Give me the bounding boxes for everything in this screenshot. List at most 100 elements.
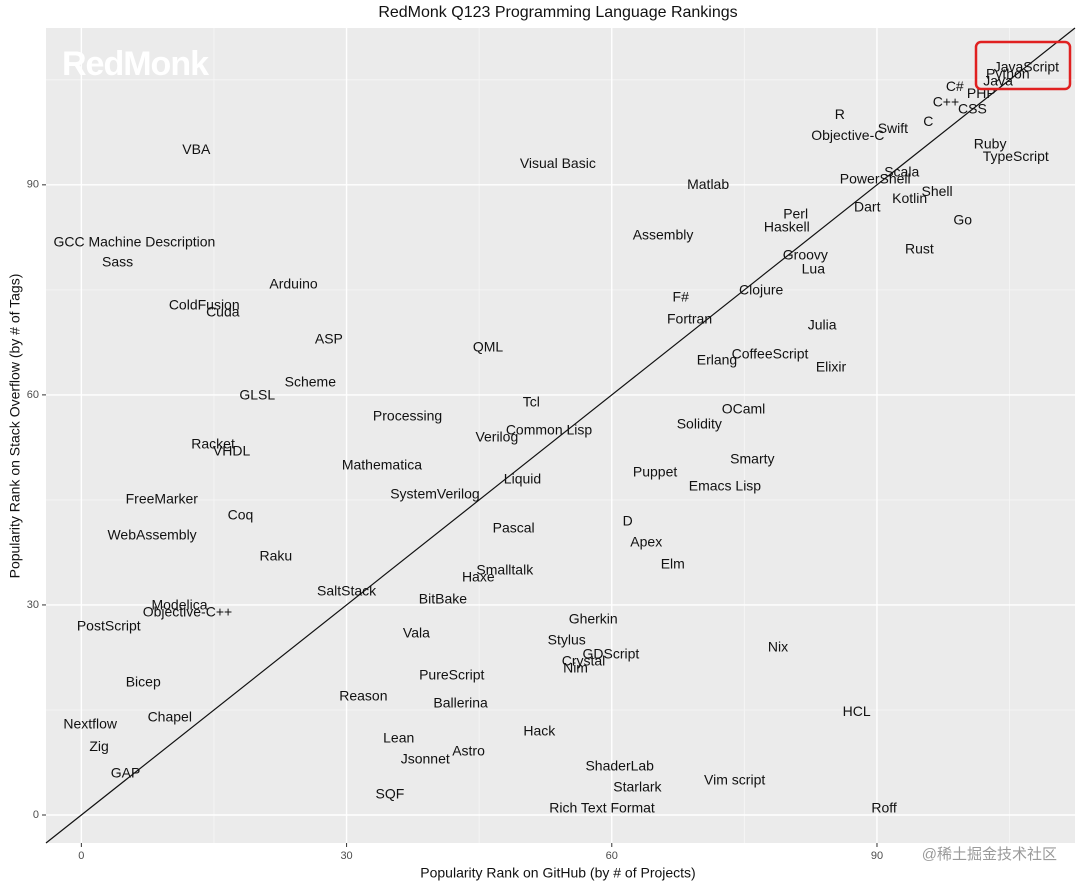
highlight-box [974, 40, 1072, 91]
point-label: Scala [884, 164, 919, 180]
y-tick-label: 0 [33, 809, 39, 821]
point-label: Ballerina [433, 694, 488, 710]
point-label: VBA [182, 141, 211, 157]
point-label: Processing [373, 407, 442, 423]
x-tick-label: 0 [78, 850, 84, 862]
point-label: Python [986, 66, 1030, 82]
point-label: Smalltalk [476, 561, 534, 577]
point-label: Elm [661, 556, 685, 572]
point-label: HCL [843, 703, 871, 719]
point-label: C [923, 113, 933, 129]
point-label: Rust [905, 241, 934, 257]
y-tick-label: 30 [27, 599, 39, 611]
point-label: PHP [967, 85, 996, 101]
point-label: Nextflow [63, 715, 118, 731]
point-label: Vala [403, 624, 430, 640]
point-label: Reason [339, 687, 387, 703]
point-label: Nix [768, 638, 788, 654]
point-label: Zig [89, 738, 108, 754]
point-label: JavaScript [994, 59, 1059, 75]
point-label: Crystal [562, 652, 606, 668]
point-label: FreeMarker [126, 491, 199, 507]
point-label: Smarty [730, 451, 774, 467]
y-tick-label: 90 [27, 179, 39, 191]
point-label: Stylus [548, 631, 586, 647]
point-label: Arduino [269, 276, 317, 292]
point-label: SQF [375, 785, 404, 801]
point-label: Roff [871, 799, 897, 815]
point-label: Julia [808, 316, 837, 332]
point-label: Vim script [704, 771, 765, 787]
point-label: OCaml [722, 400, 766, 416]
point-label: Emacs Lisp [689, 477, 762, 493]
point-label: ColdFusion [169, 297, 240, 313]
point-label: GAP [111, 764, 141, 780]
point-label: Matlab [687, 176, 729, 192]
point-label: R [835, 106, 845, 122]
point-label: Racket [191, 435, 235, 451]
point-label: C# [946, 78, 964, 94]
point-label: ASP [315, 330, 343, 346]
source-watermark: @稀土掘金技术社区 [922, 846, 1057, 863]
point-label: CSS [958, 101, 987, 117]
x-tick-label: 60 [606, 850, 618, 862]
point-label: SystemVerilog [390, 486, 479, 502]
point-label: PostScript [77, 617, 141, 633]
point-label: Groovy [783, 246, 828, 262]
point-label: Puppet [633, 463, 677, 479]
point-label: Objective-C++ [143, 603, 232, 619]
point-label: WebAssembly [107, 526, 196, 542]
y-axis-title: Popularity Rank on Stack Overflow (by # … [7, 274, 23, 579]
x-tick-label: 90 [871, 850, 883, 862]
point-label: Kotlin [892, 190, 927, 206]
point-label: Astro [452, 743, 485, 759]
point-label: F# [673, 288, 690, 304]
point-label: Liquid [504, 470, 541, 486]
point-label: QML [473, 339, 504, 355]
point-label: Shell [922, 183, 953, 199]
point-label: Starlark [613, 778, 662, 794]
x-tick-label: 30 [340, 850, 352, 862]
point-label: Lean [383, 729, 414, 745]
point-label: Chapel [148, 708, 192, 724]
point-label: Cuda [206, 304, 240, 320]
point-label: Visual Basic [520, 155, 596, 171]
point-label: Mathematica [342, 456, 422, 472]
point-label: CoffeeScript [732, 346, 809, 362]
point-label: Haskell [764, 218, 810, 234]
point-label: Objective-C [811, 127, 884, 143]
point-label: Tcl [523, 393, 540, 409]
point-label: Sass [102, 253, 133, 269]
y-tick-label: 60 [27, 389, 39, 401]
point-label: Hack [523, 722, 556, 738]
point-label: Clojure [739, 281, 784, 297]
point-label: TypeScript [983, 148, 1049, 164]
chart-title: RedMonk Q123 Programming Language Rankin… [378, 4, 737, 21]
point-label: Ruby [974, 136, 1007, 152]
point-label: Verilog [475, 428, 518, 444]
point-label: Fortran [667, 311, 712, 327]
point-label: Go [953, 211, 972, 227]
watermark: RedMonk [62, 45, 209, 83]
point-label: Common Lisp [506, 421, 593, 437]
point-label: Scheme [285, 374, 337, 390]
point-label: Swift [878, 120, 908, 136]
point-label: Perl [783, 206, 808, 222]
point-label: Gherkin [569, 610, 618, 626]
point-label: D [623, 512, 633, 528]
point-label: Coq [228, 507, 254, 523]
point-label: Bicep [126, 673, 161, 689]
point-label: GDScript [582, 645, 639, 661]
point-label: Rich Text Format [549, 799, 655, 815]
point-label: Jsonnet [401, 750, 450, 766]
point-label: ShaderLab [585, 757, 654, 773]
point-label: Modelica [151, 596, 207, 612]
point-label: C++ [933, 94, 959, 110]
point-label: Nim [563, 659, 588, 675]
point-label: BitBake [419, 591, 467, 607]
point-label: Assembly [633, 227, 694, 243]
point-label: Java [983, 73, 1013, 89]
diagonal-line [45, 27, 1076, 844]
point-label: VHDL [213, 442, 251, 458]
